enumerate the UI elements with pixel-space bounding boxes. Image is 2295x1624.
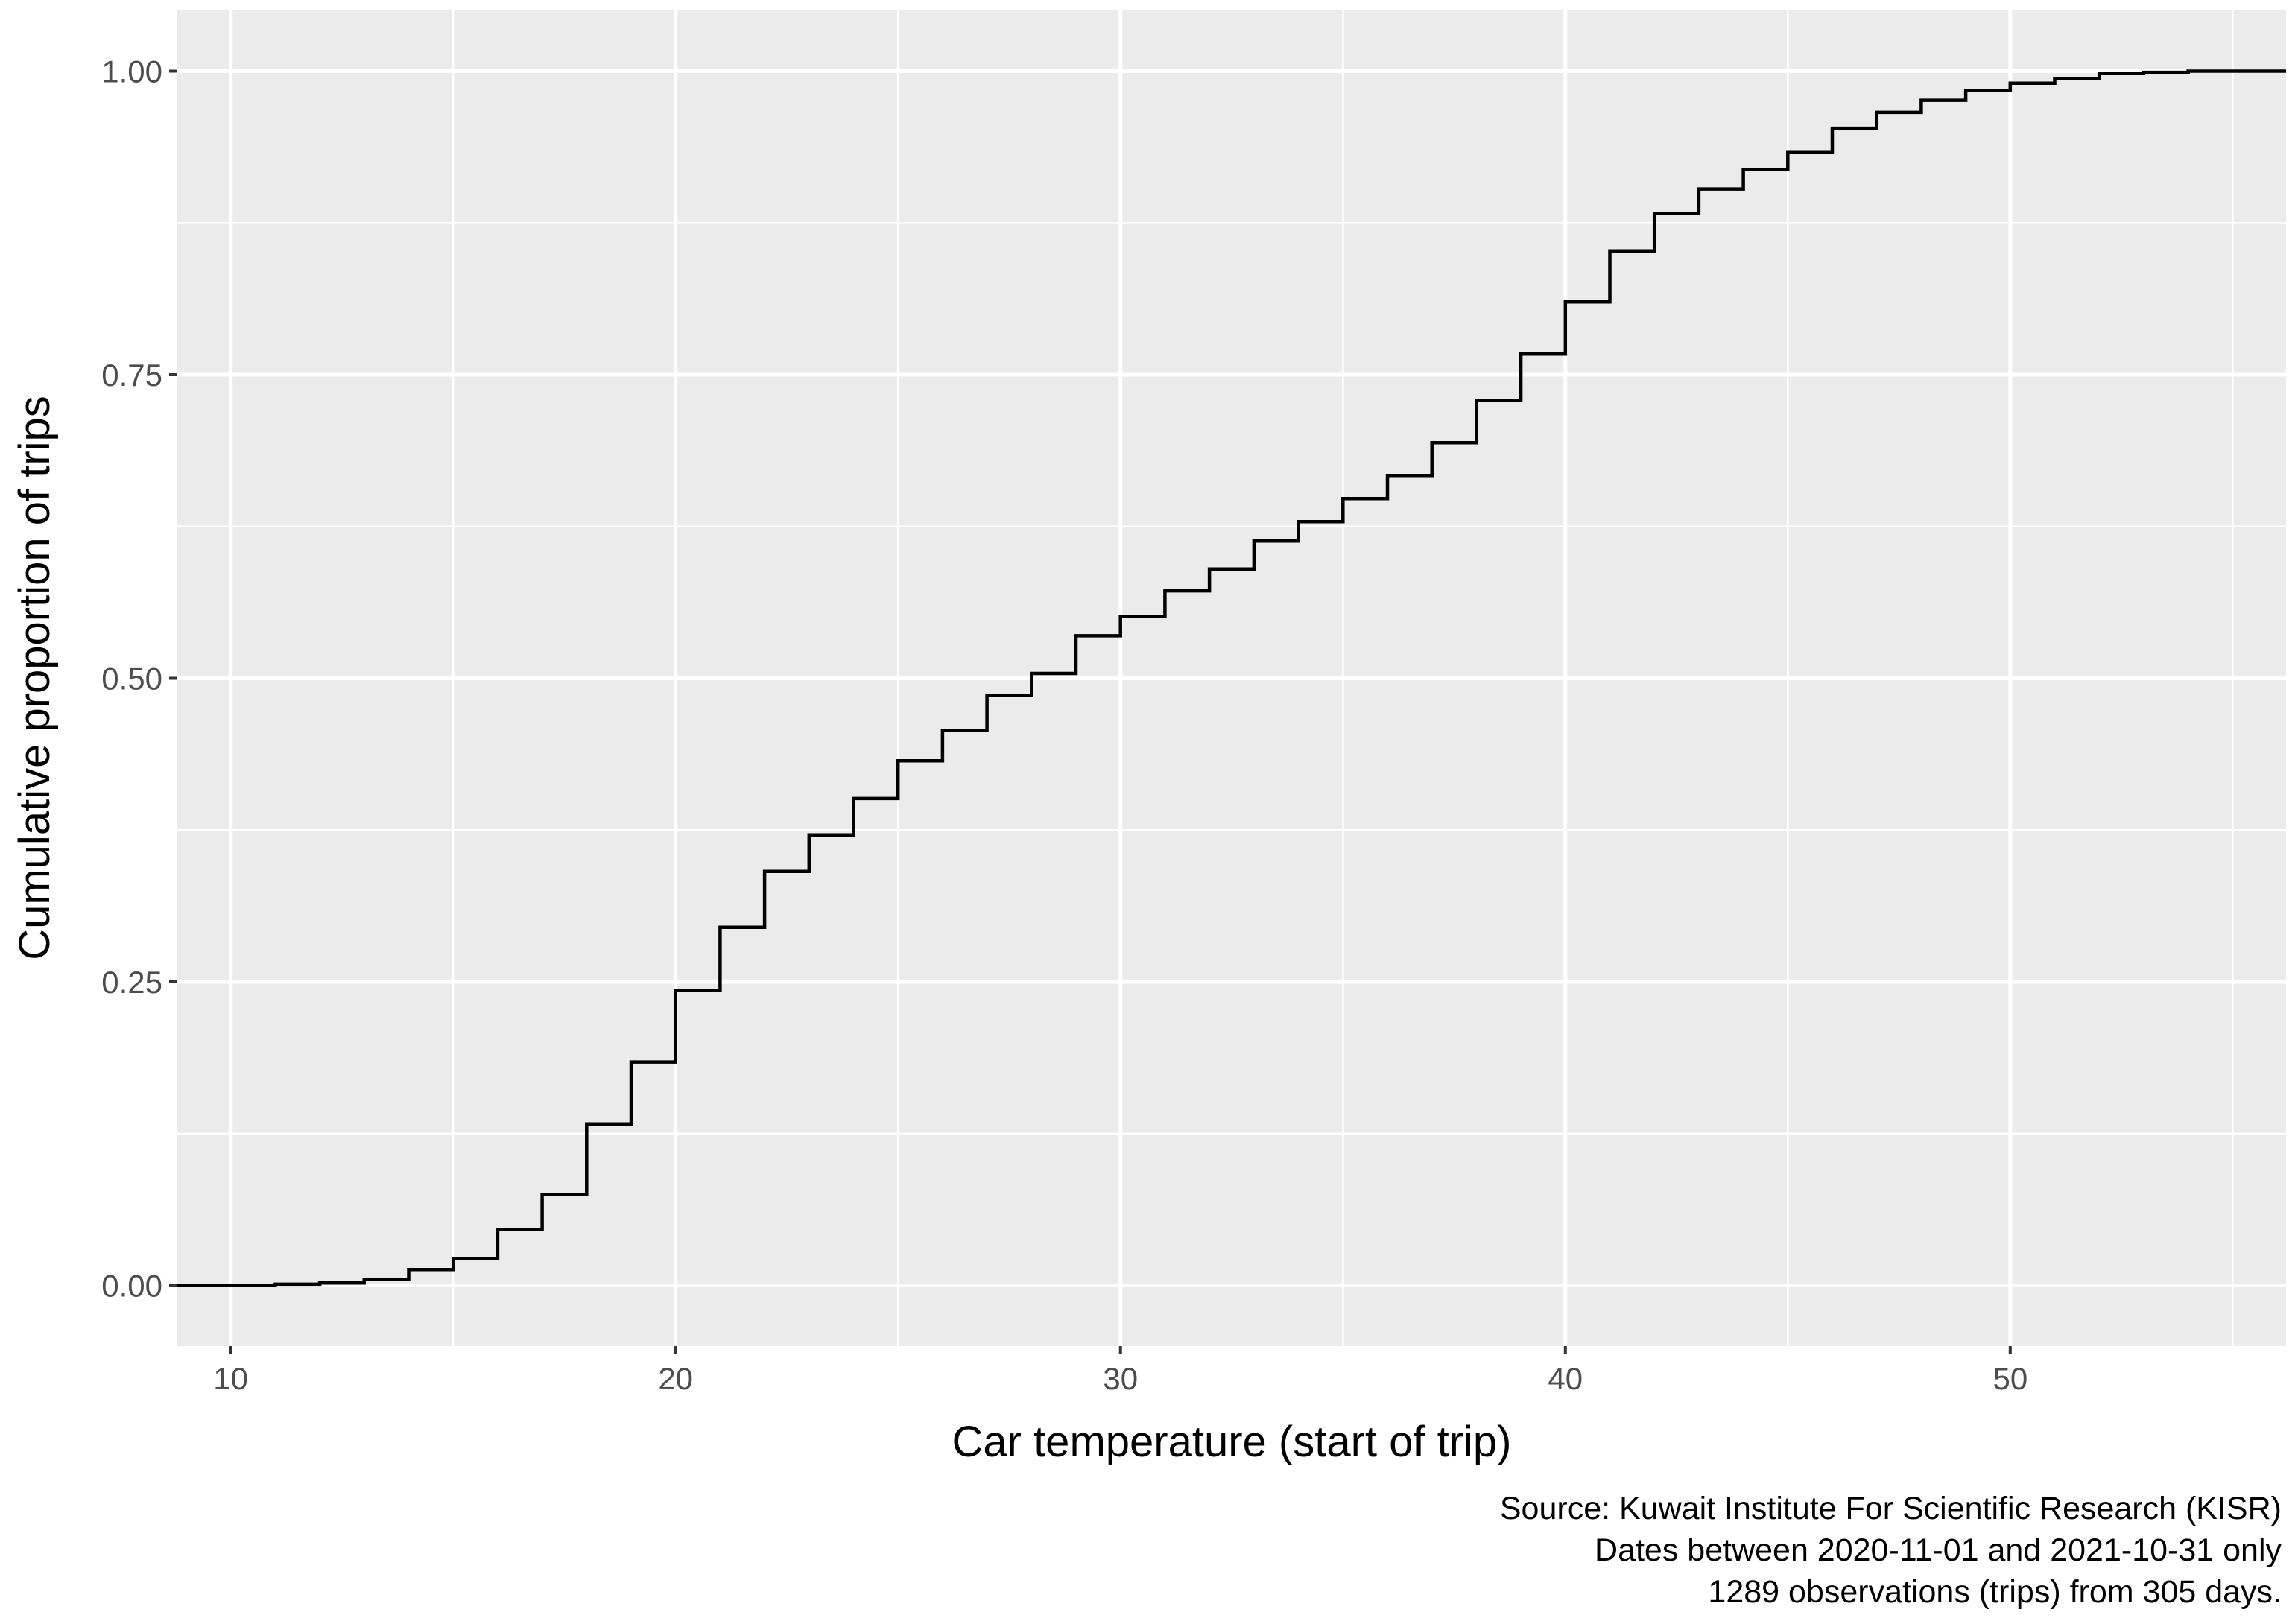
caption-line-dates: Dates between 2020-11-01 and 2021-10-31 … <box>1595 1532 2282 1568</box>
major-gridlines <box>177 10 2286 1346</box>
x-tick-labels: 10 20 30 40 50 <box>213 1361 2027 1396</box>
x-tick-label: 50 <box>1992 1361 2027 1396</box>
y-tick-labels: 0.00 0.25 0.50 0.75 1.00 <box>101 54 162 1304</box>
y-tick-label: 0.75 <box>101 358 162 393</box>
x-tick-label: 10 <box>213 1361 248 1396</box>
y-tick-label: 0.50 <box>101 662 162 697</box>
x-tick-label: 30 <box>1103 1361 1138 1396</box>
axis-ticks <box>169 69 2012 1354</box>
y-tick-label: 0.25 <box>101 965 162 1000</box>
caption-line-observations: 1289 observations (trips) from 305 days. <box>1708 1574 2282 1610</box>
y-tick-label: 0.00 <box>101 1269 162 1304</box>
caption: Source: Kuwait Institute For Scientific … <box>1500 1491 2282 1610</box>
caption-line-source: Source: Kuwait Institute For Scientific … <box>1500 1491 2282 1526</box>
y-axis-title: Cumulative proportion of trips <box>10 396 59 960</box>
series-layer <box>177 69 2286 1287</box>
x-tick-label: 20 <box>658 1361 693 1396</box>
y-tick-label: 1.00 <box>101 54 162 89</box>
x-axis-title: Car temperature (start of trip) <box>952 1418 1512 1466</box>
ecdf-step-line <box>177 69 2286 1287</box>
x-tick-label: 40 <box>1548 1361 1583 1396</box>
